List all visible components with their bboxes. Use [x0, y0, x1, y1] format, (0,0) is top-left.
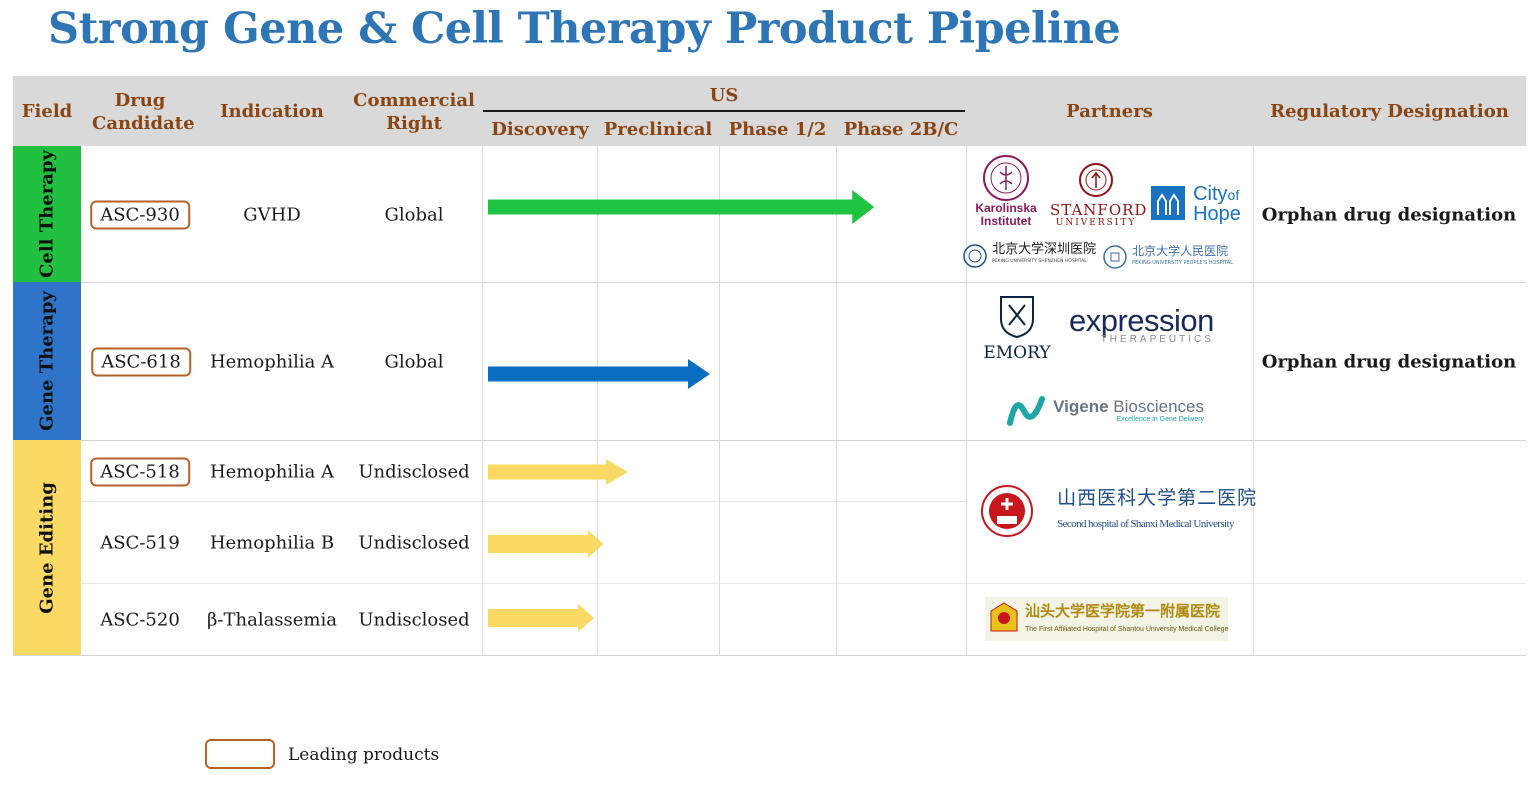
karolinska-seal-icon [983, 155, 1029, 201]
pku-people-sub: PEKING UNIVERSITY PEOPLE'S HOSPITAL [1132, 260, 1233, 266]
expression-wordmark: expression [1069, 303, 1214, 338]
shanxi-name-en: Second hospital of Shanxi Medical Univer… [1057, 518, 1234, 530]
legend-label: Leading products [288, 745, 440, 765]
drug-candidate-asc518: ASC-518 [90, 457, 190, 487]
pku-shenzhen-sub: PEKING UNIVERSITY SHENZHEN HOSPITAL [992, 259, 1087, 264]
header-drug-candidate: Drug Candidate [92, 90, 195, 134]
indication-cell: Hemophilia A [209, 351, 335, 373]
shantou-name-en: The First Affiliated Hospital of Shantou… [1025, 626, 1229, 633]
emory-shield-icon [1000, 296, 1034, 339]
partner-karolinska-logo: Karolinska Institutet [974, 154, 1038, 230]
column-divider [597, 146, 598, 655]
header-us: US [709, 85, 739, 106]
drug-candidate-asc520: ASC-520 [100, 609, 180, 631]
drug-candidate-asc519: ASC-519 [100, 532, 180, 554]
partner-shanxi-logo: 山西医科大学第二医院 Second hospital of Shanxi Med… [980, 484, 1257, 538]
header-partners: Partners [1066, 101, 1153, 122]
column-divider [836, 146, 837, 655]
city-of-hope-of: of [1227, 187, 1240, 203]
partner-shantou-logo: 汕头大学医学院第一附属医院 The First Affiliated Hospi… [985, 597, 1228, 641]
city-of-hope-city: City [1193, 183, 1228, 205]
row-divider [81, 440, 1526, 441]
header-stage-discovery: Discovery [491, 119, 589, 140]
vigene-name: Vigene [1053, 397, 1109, 416]
progress-arrow-asc519 [488, 530, 604, 558]
row-divider [81, 501, 966, 502]
row-divider [81, 282, 1526, 283]
header-field: Field [21, 101, 73, 122]
indication-cell: Hemophilia A [209, 461, 335, 483]
pku-shenzhen-seal-icon [963, 244, 987, 268]
column-divider [966, 146, 967, 655]
drug-candidate-asc618: ASC-618 [91, 347, 191, 377]
row-divider [81, 583, 1526, 584]
commercial-right-cell: Undisclosed [358, 532, 470, 554]
indication-cell: β-Thalassemia [207, 609, 337, 631]
pku-people-seal-icon [1103, 245, 1127, 269]
shanxi-hospital-seal-icon [981, 485, 1033, 537]
column-divider [482, 146, 483, 655]
city-of-hope-icon [1151, 186, 1185, 220]
commercial-right-cell: Undisclosed [358, 461, 470, 483]
column-divider [719, 146, 720, 655]
stanford-wordmark: STANFORD [1050, 201, 1148, 219]
commercial-right-cell: Global [384, 351, 444, 373]
partner-city-of-hope-logo: Cityof Hope [1150, 183, 1241, 225]
header-stage-phase2bc: Phase 2B/C [843, 119, 959, 140]
stanford-sub: UNIVERSITY [1055, 218, 1137, 228]
progress-arrow-asc930 [488, 190, 875, 224]
page-title: Strong Gene & Cell Therapy Product Pipel… [48, 4, 1121, 54]
stanford-seal-icon [1079, 163, 1113, 197]
pku-shenzhen-name: 北京大学深圳医院 [992, 242, 1097, 257]
partner-pku-people-logo: 北京大学人民医院 PEKING UNIVERSITY PEOPLE'S HOSP… [1103, 244, 1233, 270]
us-divider [483, 110, 965, 112]
arrow-shape [488, 359, 711, 389]
shantou-name-cn: 汕头大学医学院第一附属医院 [1025, 602, 1221, 620]
arrow-shape [488, 190, 875, 224]
partner-expression-logo: expression THERAPEUTICS [1069, 305, 1214, 345]
arrow-shape [488, 530, 604, 558]
indication-cell: Hemophilia B [209, 532, 335, 554]
vigene-sub: Excellence in Gene Delivery [1116, 416, 1204, 423]
row-divider [13, 655, 1526, 656]
progress-arrow-asc518 [488, 459, 628, 485]
header-stage-phase12: Phase 1/2 [728, 119, 827, 140]
expression-sub: THERAPEUTICS [1100, 334, 1214, 345]
shanxi-name-cn: 山西医科大学第二医院 [1057, 487, 1258, 509]
progress-arrow-asc520 [488, 604, 595, 632]
legend-leading-products-swatch [205, 739, 275, 769]
arrow-shape [488, 604, 595, 632]
indication-cell: GVHD [243, 204, 301, 226]
column-divider [1253, 146, 1254, 655]
pku-people-name: 北京大学人民医院 [1132, 244, 1229, 258]
city-of-hope-hope: Hope [1193, 203, 1241, 225]
field-gene-therapy: Gene Therapy [13, 282, 81, 440]
field-cell-therapy: Cell Therapy [13, 146, 81, 282]
shantou-hospital-emblem-icon [990, 602, 1018, 632]
partner-vigene-logo: Vigene Biosciences Excellence in Gene De… [1006, 393, 1204, 429]
partner-stanford-logo: STANFORD UNIVERSITY [1050, 162, 1148, 228]
commercial-right-cell: Undisclosed [358, 609, 470, 631]
header-stage-preclinical: Preclinical [603, 119, 713, 140]
partner-pku-shenzhen-logo: 北京大学深圳医院 PEKING UNIVERSITY SHENZHEN HOSP… [963, 242, 1097, 268]
regulatory-designation: Orphan drug designation [1261, 204, 1517, 226]
progress-arrow-asc618 [488, 359, 711, 389]
karolinska-wordmark: Karolinska Institutet [975, 201, 1037, 228]
header-regulatory: Regulatory Designation [1270, 101, 1509, 122]
vigene-biosciences: Biosciences [1113, 397, 1204, 416]
emory-wordmark: EMORY [983, 343, 1051, 363]
header-commercial-right: Commercial Right [353, 90, 475, 134]
commercial-right-cell: Global [384, 204, 444, 226]
field-gene-editing: Gene Editing [13, 440, 81, 655]
regulatory-designation: Orphan drug designation [1261, 351, 1517, 373]
drug-candidate-asc930: ASC-930 [90, 200, 190, 230]
vigene-icon [1007, 396, 1045, 426]
partner-emory-logo: EMORY [982, 295, 1052, 363]
arrow-shape [488, 459, 628, 485]
header-indication: Indication [220, 101, 324, 122]
